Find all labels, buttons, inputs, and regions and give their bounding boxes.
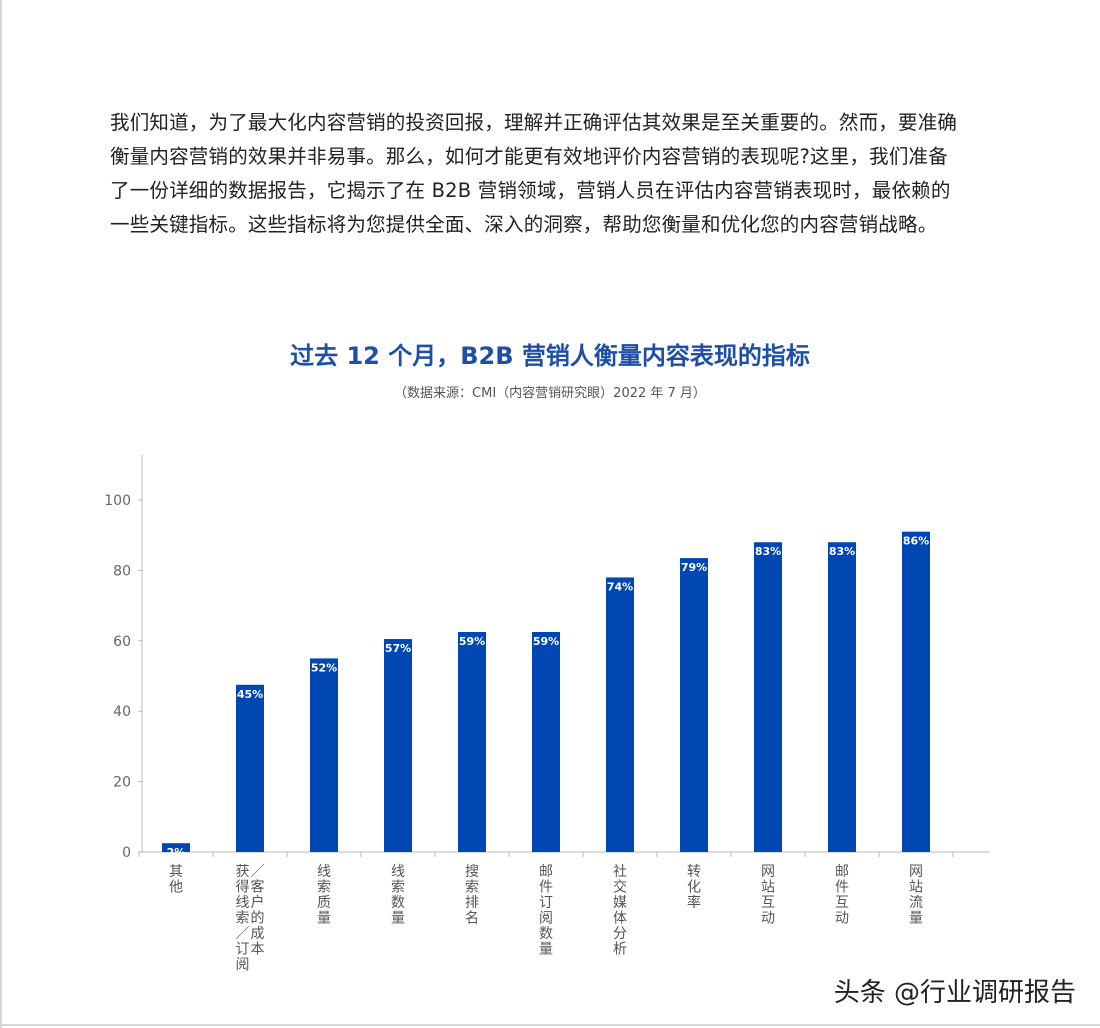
bar — [606, 577, 634, 852]
bar — [310, 658, 338, 852]
x-category-label: 邮件互动 — [835, 864, 849, 927]
bar — [458, 632, 486, 852]
x-category-label: 网站流量 — [909, 864, 923, 927]
bar — [236, 684, 264, 852]
data-label: 59% — [459, 635, 485, 648]
y-tick-label: 80 — [113, 563, 131, 579]
data-label: 74% — [607, 580, 633, 593]
chart-title: 过去 12 个月，B2B 营销人衡量内容表现的指标 — [290, 342, 810, 370]
bar — [532, 632, 560, 852]
x-category-label: 线索数量 — [391, 864, 405, 927]
data-label: 57% — [385, 642, 411, 655]
y-tick-label: 40 — [113, 704, 131, 720]
data-label: 2% — [167, 846, 186, 859]
x-category-label: 搜索排名 — [465, 864, 479, 927]
intro-line: 我们知道，为了最大化内容营销的投资回报，理解并正确评估其效果是至关重要的。然而，… — [110, 111, 958, 134]
x-category-label: 社交媒体分析 — [613, 864, 627, 958]
data-label: 83% — [829, 545, 855, 558]
y-tick-label: 20 — [113, 775, 131, 791]
bar — [680, 558, 708, 852]
page-left-border — [0, 0, 2, 1028]
page-bottom-border — [0, 1024, 1100, 1026]
x-category-label: 邮件订阅数量 — [539, 864, 553, 958]
data-label: 45% — [237, 688, 263, 701]
intro-line: 了一份详细的数据报告，它揭示了在 B2B 营销领域，营销人员在评估内容营销表现时… — [110, 179, 951, 202]
bar — [162, 843, 190, 852]
bar — [754, 542, 782, 852]
x-category-label: 转化率 — [687, 864, 701, 911]
intro-line: 一些关键指标。这些指标将为您提供全面、深入的洞察，帮助您衡量和优化您的内容营销战… — [110, 213, 938, 236]
watermark: 头条 @行业调研报告 — [833, 978, 1076, 1008]
bar — [384, 639, 412, 852]
x-category-label: 网站互动 — [761, 864, 775, 927]
x-category-label: 其他 — [169, 864, 183, 896]
x-category-label: 获得线索／订阅／客户的成本 — [236, 864, 265, 973]
data-label: 83% — [755, 545, 781, 558]
intro-paragraph: 我们知道，为了最大化内容营销的投资回报，理解并正确评估其效果是至关重要的。然而，… — [110, 106, 1010, 242]
data-label: 52% — [311, 661, 337, 674]
data-label: 79% — [681, 561, 707, 574]
bar — [902, 531, 930, 852]
y-tick-label: 60 — [113, 634, 131, 650]
intro-line: 衡量内容营销的效果并非易事。那么，如何才能更有效地评价内容营销的表现呢?这里，我… — [110, 145, 948, 168]
x-category-label: 线索质量 — [317, 864, 331, 927]
y-tick-label: 100 — [104, 493, 131, 509]
y-tick-label: 0 — [122, 845, 131, 861]
data-label: 86% — [903, 535, 929, 548]
data-label: 59% — [533, 635, 559, 648]
chart-source: （数据来源：CMI（内容营销研究眼）2022 年 7 月） — [394, 386, 706, 401]
bar — [828, 542, 856, 852]
